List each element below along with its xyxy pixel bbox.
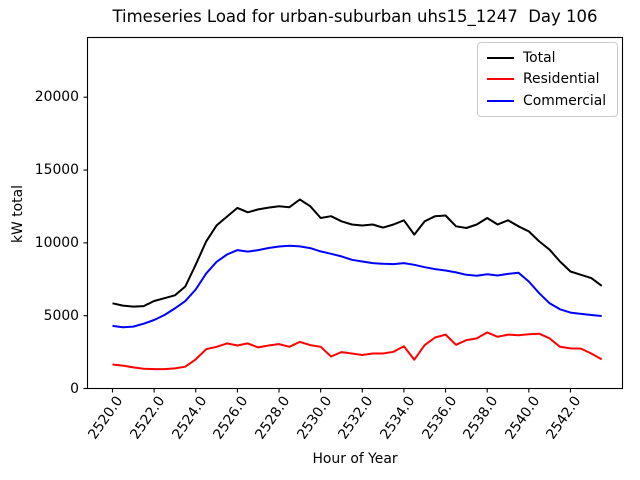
legend-line-icon xyxy=(487,78,514,81)
series-line-commercial xyxy=(112,244,602,329)
legend-item-commercial: Commercial xyxy=(478,90,617,112)
y-tick-label: 0 xyxy=(70,380,79,397)
legend-label: Residential xyxy=(523,71,600,88)
y-tick-label: 5000 xyxy=(43,307,79,324)
legend-item-total: Total xyxy=(478,47,617,69)
axes-box xyxy=(86,36,624,390)
chart-title: Timeseries Load for urban-suburban uhs15… xyxy=(112,7,598,26)
y-tick-label: 20000 xyxy=(34,89,79,106)
series-line-residential xyxy=(112,331,603,371)
y-tick-label: 15000 xyxy=(34,162,79,179)
y-axis-label: kW total xyxy=(10,185,26,243)
legend-line-icon xyxy=(487,56,514,59)
y-tick-label: 10000 xyxy=(34,234,79,251)
legend-label: Commercial xyxy=(523,92,607,109)
legend-line-icon xyxy=(487,99,514,102)
legend-item-residential: Residential xyxy=(478,69,617,91)
series-line-total xyxy=(112,198,603,308)
legend: Total Residential Commercial xyxy=(477,42,618,117)
legend-label: Total xyxy=(523,49,556,66)
x-axis-label: Hour of Year xyxy=(312,451,398,467)
